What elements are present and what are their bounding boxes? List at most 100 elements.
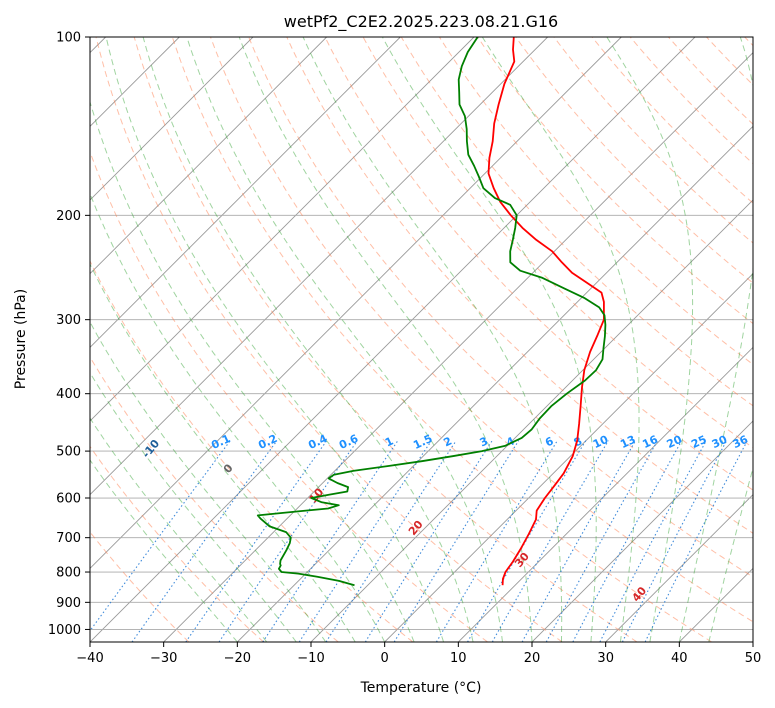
dry-adiabat-line (90, 150, 488, 642)
x-tick-label: 30 (597, 651, 614, 666)
mixing-ratio-label: 20 (665, 433, 685, 451)
x-tick-label: 40 (671, 651, 688, 666)
mixing-ratio-label: 0.4 (306, 432, 329, 452)
moist-adiabat-line (90, 321, 327, 642)
x-tick-label: 0 (381, 651, 389, 666)
isotherm-line (531, 420, 753, 642)
y-axis-label: Pressure (hPa) (13, 289, 29, 389)
isotherm-line (310, 199, 753, 642)
mixing-ratio-line (572, 440, 683, 642)
dry-adiabat-line (515, 37, 753, 284)
mixing-ratio-line (298, 440, 432, 642)
isotherm-line (90, 37, 327, 275)
mixing-ratio-line (364, 440, 493, 642)
moist-adiabat-line (381, 37, 597, 642)
moist-adiabat-line (481, 37, 640, 642)
isotherm-line (90, 37, 622, 569)
dry-adiabat-line (248, 37, 753, 578)
mixing-ratio-label: 0.1 (209, 432, 232, 452)
y-tick-label: 300 (56, 313, 81, 328)
isotherm-line (458, 346, 753, 642)
isotherm-line (605, 494, 753, 642)
y-tick-label: 900 (56, 596, 81, 611)
mixing-ratio-line (435, 440, 558, 642)
adiabat-label: -10 (140, 437, 163, 461)
dry-adiabat-line (744, 37, 753, 47)
mixing-ratio-label: 13 (618, 433, 637, 451)
x-tick-label: 10 (450, 651, 467, 666)
mixing-ratio-label: 16 (640, 433, 660, 451)
x-tick-label: −40 (76, 651, 103, 666)
moist-adiabat-line (238, 37, 533, 642)
isotherm-line (679, 567, 753, 642)
x-tick-label: 20 (524, 651, 541, 666)
x-tick-label: −10 (297, 651, 324, 666)
moist-adiabat-line (105, 37, 445, 642)
dewpoint-profile-line (256, 37, 607, 587)
mixing-ratio-label: 3 (478, 434, 490, 449)
moist-adiabat-line (90, 262, 356, 642)
isotherm-line (90, 37, 696, 642)
y-tick-label: 800 (56, 566, 81, 581)
moist-adiabat-line (606, 37, 694, 642)
plot-frame (89, 36, 754, 643)
isotherm-line (90, 37, 548, 496)
moist-adiabat-line (142, 37, 474, 642)
isotherm-line (384, 273, 753, 642)
dry-adiabat-line (90, 356, 339, 642)
mixing-ratio-line (521, 440, 637, 642)
profiles (256, 37, 607, 587)
moist-adiabat-line (708, 466, 753, 642)
mixing-ratio-line (393, 440, 520, 642)
adiabat-label: 0 (221, 461, 236, 475)
dry-adiabat-line (553, 37, 753, 244)
mixing-ratio-label: 1 (383, 434, 395, 449)
x-axis-label: Temperature (°C) (360, 680, 482, 696)
mixing-ratio-label: 10 (591, 433, 611, 451)
dry-adiabat-line (591, 37, 753, 204)
y-tick-label: 400 (56, 387, 81, 402)
isotherm-line (237, 125, 753, 642)
mixing-ratio-line (131, 440, 278, 642)
isotherm-line (163, 52, 753, 642)
y-tick-label: 1000 (48, 623, 81, 638)
mixing-ratio-label: 30 (710, 433, 730, 451)
isotherm-line (752, 641, 753, 642)
mixing-ratio-line (218, 440, 358, 642)
x-tick-label: −20 (224, 651, 251, 666)
dry-adiabat-line (171, 37, 712, 642)
dry-adiabat-line (133, 37, 638, 642)
moist-adiabat-line (90, 371, 297, 642)
dry-adiabat-line (90, 445, 264, 642)
moist-adiabat-line (90, 417, 268, 642)
y-tick-label: 200 (56, 209, 81, 224)
isotherm-line (90, 37, 401, 348)
mixing-ratio-line (644, 440, 748, 642)
dry-adiabat-line (90, 259, 414, 642)
x-tick-label: −30 (150, 651, 177, 666)
mixing-ratio-line (467, 440, 587, 642)
y-tick-label: 500 (56, 445, 81, 460)
adiabat-label: -20 (57, 404, 80, 428)
mixing-ratio-label: 6 (543, 434, 556, 449)
mixing-ratio-line (262, 440, 399, 642)
background-lines (90, 37, 753, 642)
y-tick-label: 600 (56, 492, 81, 507)
moist-adiabat-line (90, 100, 415, 642)
y-tick-label: 100 (56, 31, 81, 46)
mixing-ratio-line (545, 440, 659, 642)
mixing-ratio-label: 25 (689, 433, 708, 451)
background-labels: 0.10.20.40.611.52346810131620253036-100-… (57, 404, 751, 605)
mixing-ratio-label: 36 (731, 433, 751, 451)
moist-adiabat-line (186, 37, 503, 642)
mixing-ratio-line (491, 440, 609, 642)
mixing-ratio-line (90, 440, 231, 632)
axes: −40 −30 −20 −10 0 10 20 30 40 5010020030040050060… (48, 31, 761, 667)
adiabat-label: 30 (512, 550, 532, 570)
isotherm-line (90, 37, 254, 201)
mixing-ratio-line (599, 440, 707, 642)
dry-adiabat-line (324, 37, 753, 491)
mixing-ratio-line (325, 440, 457, 642)
dry-adiabat-line (706, 37, 753, 86)
